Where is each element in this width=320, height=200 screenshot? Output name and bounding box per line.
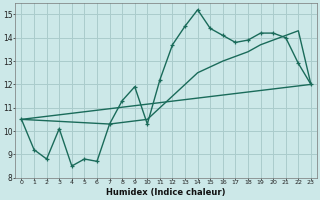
X-axis label: Humidex (Indice chaleur): Humidex (Indice chaleur): [107, 188, 226, 197]
